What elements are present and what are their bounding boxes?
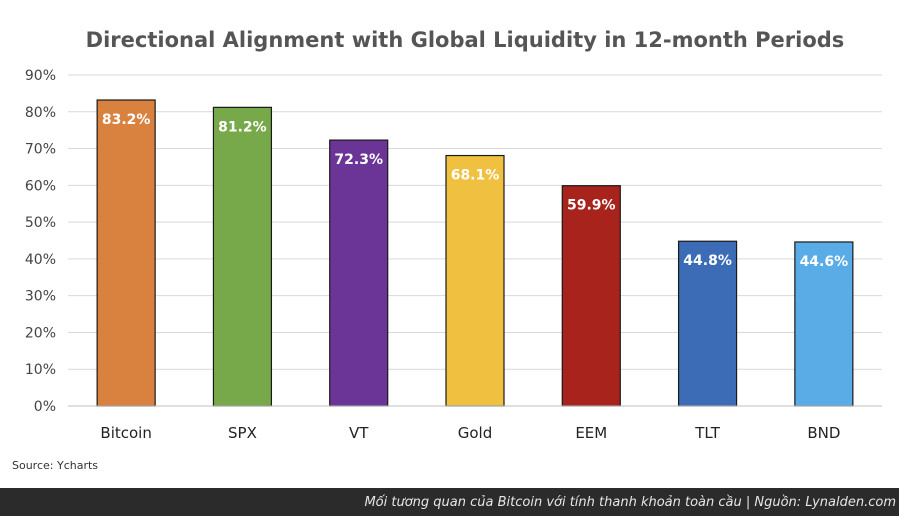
x-tick-label: TLT bbox=[694, 424, 720, 442]
bar bbox=[212, 106, 273, 407]
y-tick-label: 20% bbox=[25, 325, 56, 341]
bar-chart: Directional Alignment with Global Liquid… bbox=[25, 28, 882, 442]
image-caption: Mối tương quan của Bitcoin với tính than… bbox=[364, 495, 896, 510]
data-label: 72.3% bbox=[334, 152, 383, 168]
y-tick-label: 90% bbox=[25, 68, 56, 84]
chart-title: Directional Alignment with Global Liquid… bbox=[86, 28, 845, 52]
bar bbox=[677, 240, 738, 407]
bar bbox=[794, 241, 854, 407]
x-tick-label: SPX bbox=[228, 424, 257, 442]
bar bbox=[329, 139, 389, 407]
y-tick-label: 30% bbox=[25, 289, 56, 305]
y-tick-label: 50% bbox=[25, 215, 56, 231]
caption-bar: Mối tương quan của Bitcoin với tính than… bbox=[0, 488, 899, 516]
x-tick-label: VT bbox=[349, 424, 369, 442]
y-tick-label: 80% bbox=[25, 105, 56, 121]
chart-area: Directional Alignment with Global Liquid… bbox=[24, 28, 882, 442]
data-label: 68.1% bbox=[451, 168, 500, 184]
y-tick-label: 10% bbox=[25, 362, 56, 378]
data-label: 59.9% bbox=[567, 198, 616, 214]
y-tick-label: 70% bbox=[25, 142, 56, 158]
data-label: 83.2% bbox=[102, 112, 151, 128]
x-tick-label: Bitcoin bbox=[100, 424, 151, 442]
data-label: 44.8% bbox=[683, 253, 732, 269]
data-label: 44.6% bbox=[800, 254, 849, 270]
source-note: Source: Ycharts bbox=[12, 459, 99, 472]
y-tick-label: 40% bbox=[25, 252, 56, 268]
y-tick-label: 60% bbox=[25, 178, 56, 194]
data-label: 81.2% bbox=[218, 119, 267, 135]
y-tick-label: 0% bbox=[34, 399, 56, 415]
bar bbox=[445, 154, 505, 407]
bar bbox=[561, 185, 621, 407]
x-tick-label: Gold bbox=[458, 424, 493, 442]
x-tick-label: EEM bbox=[575, 424, 607, 442]
bar bbox=[96, 99, 156, 407]
x-tick-label: BND bbox=[807, 424, 840, 442]
